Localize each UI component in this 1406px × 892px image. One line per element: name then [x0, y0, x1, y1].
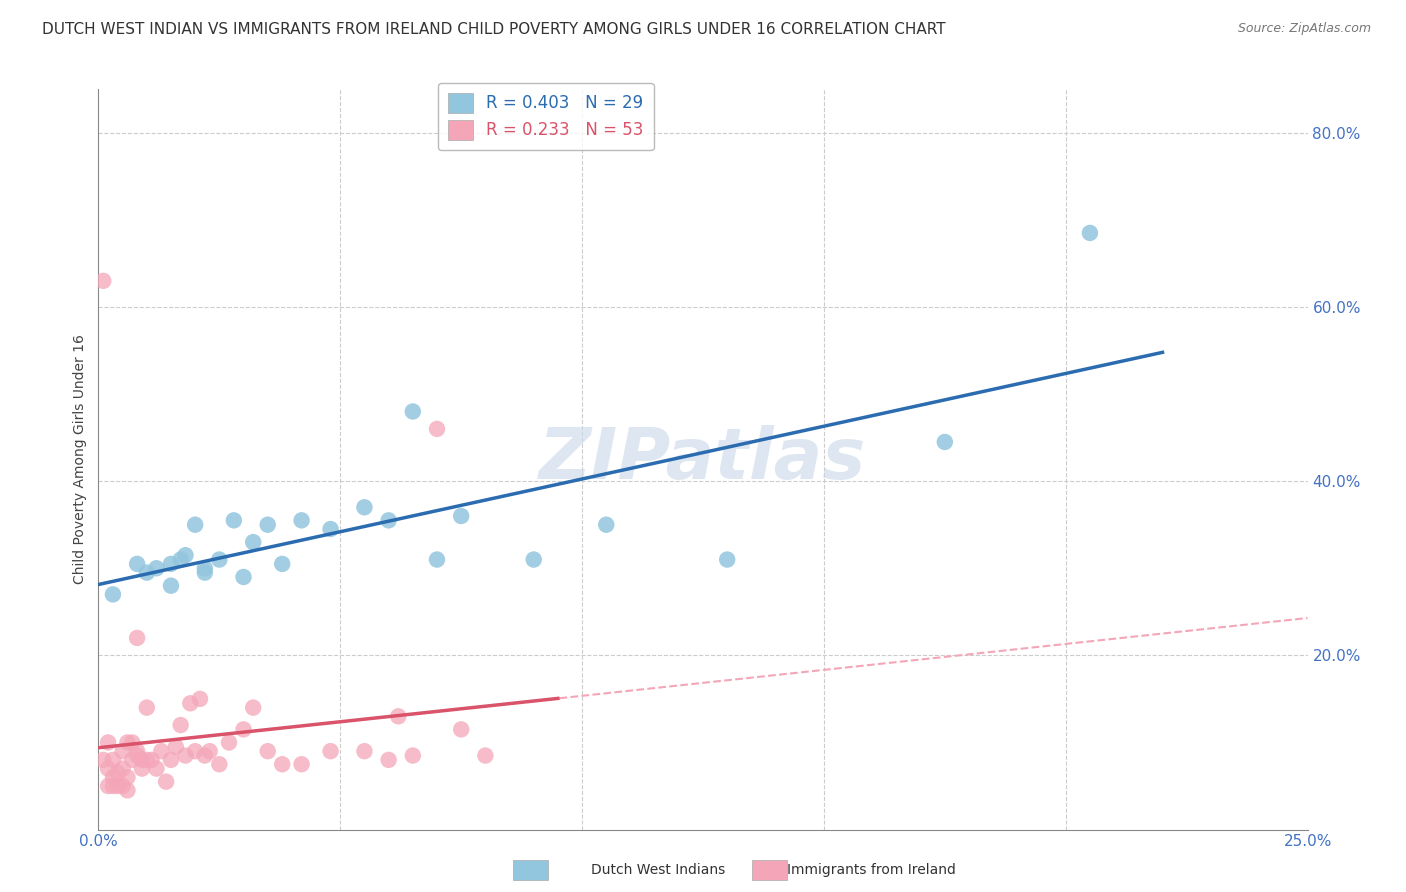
Point: [208, 552, 231, 566]
Point: [716, 552, 738, 566]
Point: [121, 735, 143, 749]
Point: [1078, 226, 1101, 240]
Y-axis label: Child Poverty Among Girls Under 16: Child Poverty Among Girls Under 16: [73, 334, 87, 584]
Point: [135, 700, 157, 714]
Point: [194, 748, 217, 763]
Point: [387, 709, 409, 723]
Point: [184, 517, 207, 532]
Point: [111, 762, 134, 776]
Point: [91, 753, 114, 767]
Text: Immigrants from Ireland: Immigrants from Ireland: [787, 863, 956, 877]
Point: [194, 566, 217, 580]
Point: [131, 762, 153, 776]
Point: [290, 513, 312, 527]
Point: [160, 557, 183, 571]
Point: [127, 748, 149, 763]
Point: [402, 748, 425, 763]
Point: [290, 757, 312, 772]
Point: [271, 757, 294, 772]
Point: [145, 561, 167, 575]
Point: [135, 566, 157, 580]
Point: [426, 552, 449, 566]
Point: [150, 744, 173, 758]
Point: [127, 557, 149, 571]
Point: [155, 774, 177, 789]
Point: [169, 718, 191, 732]
Point: [107, 766, 129, 780]
Point: [101, 770, 124, 784]
Point: [188, 692, 211, 706]
Point: [117, 770, 139, 784]
Point: [377, 513, 399, 527]
Point: [117, 783, 139, 797]
Legend: R = 0.403   N = 29, R = 0.233   N = 53: R = 0.403 N = 29, R = 0.233 N = 53: [437, 83, 654, 150]
Point: [145, 762, 167, 776]
Point: [160, 579, 183, 593]
Point: [523, 552, 546, 566]
Point: [256, 517, 278, 532]
Point: [256, 744, 278, 758]
Point: [111, 779, 134, 793]
Text: Dutch West Indians: Dutch West Indians: [591, 863, 724, 877]
Point: [107, 779, 129, 793]
Point: [91, 274, 114, 288]
Point: [174, 548, 197, 562]
Point: [97, 779, 120, 793]
Point: [402, 404, 425, 418]
Point: [194, 561, 217, 575]
Point: [101, 753, 124, 767]
Point: [174, 748, 197, 763]
Point: [165, 739, 187, 754]
Point: [111, 744, 134, 758]
Point: [319, 744, 342, 758]
Point: [101, 587, 124, 601]
Point: [319, 522, 342, 536]
Point: [222, 513, 245, 527]
Point: [135, 753, 157, 767]
Point: [208, 757, 231, 772]
Point: [131, 753, 153, 767]
Point: [121, 753, 143, 767]
Point: [101, 779, 124, 793]
Text: Source: ZipAtlas.com: Source: ZipAtlas.com: [1237, 22, 1371, 36]
Point: [179, 696, 201, 710]
Point: [474, 748, 496, 763]
Point: [450, 723, 472, 737]
Point: [184, 744, 207, 758]
Point: [127, 744, 149, 758]
Point: [353, 744, 375, 758]
Point: [198, 744, 221, 758]
Point: [426, 422, 449, 436]
Point: [232, 723, 254, 737]
Point: [450, 508, 472, 523]
Point: [595, 517, 617, 532]
Point: [232, 570, 254, 584]
Point: [117, 735, 139, 749]
Point: [934, 434, 956, 449]
Point: [353, 500, 375, 515]
Text: DUTCH WEST INDIAN VS IMMIGRANTS FROM IRELAND CHILD POVERTY AMONG GIRLS UNDER 16 : DUTCH WEST INDIAN VS IMMIGRANTS FROM IRE…: [42, 22, 946, 37]
Point: [160, 753, 183, 767]
Point: [141, 753, 163, 767]
Point: [218, 735, 240, 749]
Point: [242, 700, 264, 714]
Point: [169, 552, 191, 566]
Point: [97, 762, 120, 776]
Point: [242, 535, 264, 549]
Point: [271, 557, 294, 571]
Text: ZIPatlas: ZIPatlas: [540, 425, 866, 494]
Point: [377, 753, 399, 767]
Point: [127, 631, 149, 645]
Point: [97, 735, 120, 749]
